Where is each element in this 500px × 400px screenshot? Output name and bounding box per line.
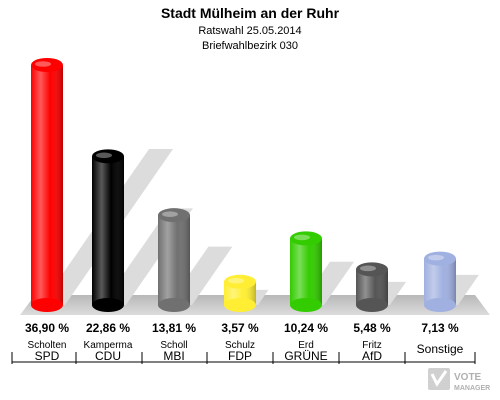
- value-label: 36,90 %: [25, 321, 69, 335]
- candidate-label: Fritz: [362, 340, 381, 351]
- vote-manager-logo: VOTE MANAGER: [428, 368, 490, 392]
- bar-top: [356, 262, 388, 277]
- value-label: 3,57 %: [221, 321, 259, 335]
- bar-base: [356, 298, 388, 312]
- candidate-label: Erd: [298, 340, 314, 351]
- party-label: GRÜNE: [284, 349, 327, 363]
- bar-afd: [356, 262, 388, 312]
- logo-text-manager: MANAGER: [454, 385, 490, 392]
- candidate-label: Scholl: [160, 340, 187, 351]
- logo-text-vote: VOTE: [454, 372, 482, 383]
- bar-base: [92, 298, 124, 312]
- party-label: SPD: [35, 349, 60, 363]
- chart-subtitle-district: Briefwahlbezirk 030: [202, 40, 298, 52]
- bar-top: [31, 58, 63, 72]
- bar-top: [424, 251, 456, 266]
- bar-mbi: [158, 208, 190, 312]
- bar-fdp: [224, 274, 256, 312]
- bar-base: [224, 298, 256, 312]
- value-label: 13,81 %: [152, 321, 196, 335]
- candidate-label: Scholten: [28, 340, 67, 351]
- party-label: AfD: [362, 349, 382, 363]
- bar-base: [424, 298, 456, 312]
- bar-spd: [31, 58, 63, 312]
- chart-title: Stadt Mülheim an der Ruhr: [161, 5, 340, 21]
- candidate-label: Schulz: [225, 340, 255, 351]
- chart-subtitle: Ratswahl 25.05.2014: [198, 25, 301, 37]
- value-label: 10,24 %: [284, 321, 328, 335]
- party-label: CDU: [95, 349, 121, 363]
- bar-grüne: [290, 231, 322, 312]
- party-label: Sonstige: [417, 342, 464, 356]
- value-label: 22,86 %: [86, 321, 130, 335]
- bars-group: [31, 58, 456, 312]
- bar-top: [158, 208, 190, 223]
- bar-top: [224, 274, 256, 289]
- party-label: MBI: [163, 349, 184, 363]
- bar-top: [92, 149, 124, 164]
- bar-base: [158, 298, 190, 312]
- bar-base: [31, 298, 63, 312]
- party-label: FDP: [228, 349, 252, 363]
- value-label: 5,48 %: [353, 321, 391, 335]
- candidate-label: Kamperma: [84, 340, 133, 351]
- bar-cdu: [92, 149, 124, 312]
- bar-sonstige: [424, 251, 456, 312]
- value-label: 7,13 %: [421, 321, 459, 335]
- bar-top: [290, 231, 322, 246]
- bar-base: [290, 298, 322, 312]
